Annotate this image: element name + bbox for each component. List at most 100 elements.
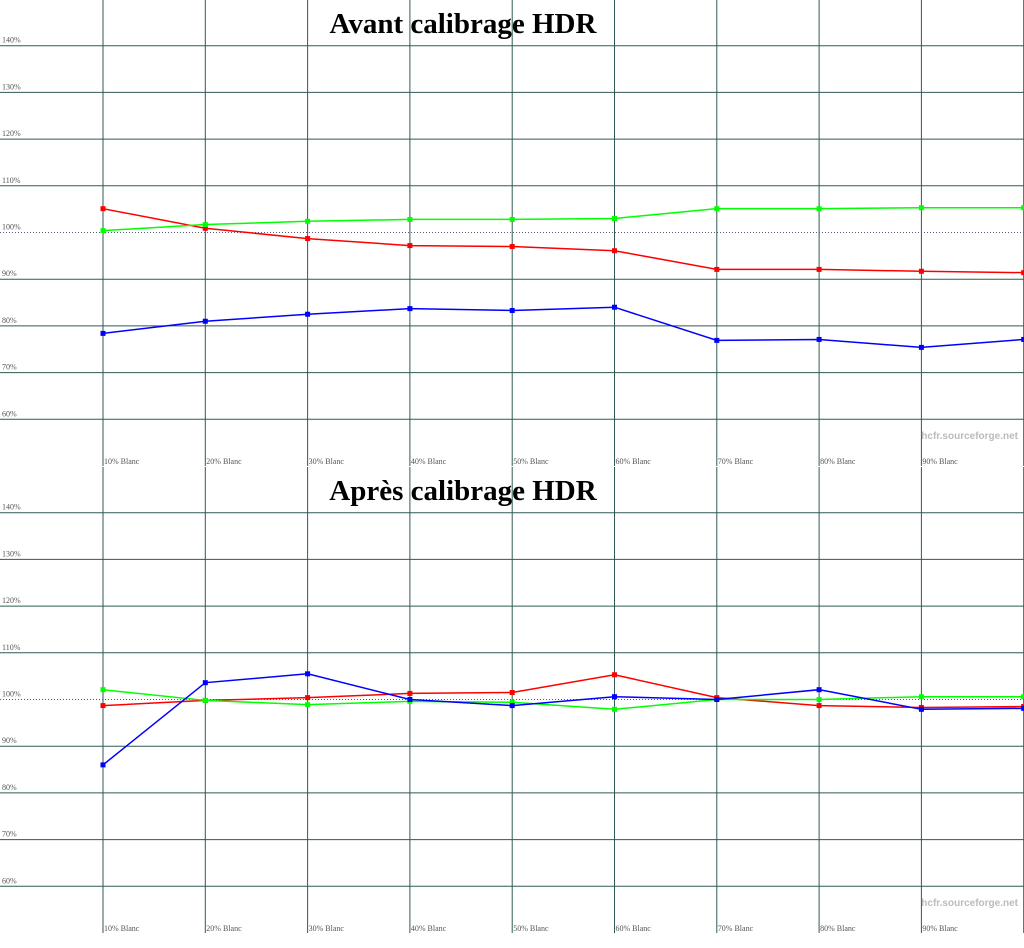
data-point	[918, 344, 924, 350]
x-tick-label: 20% Blanc	[206, 457, 242, 466]
data-point	[407, 216, 413, 222]
data-point	[1021, 705, 1024, 711]
data-point	[202, 318, 208, 324]
x-tick-label: 10% Blanc	[104, 924, 140, 933]
data-point	[509, 703, 515, 709]
y-tick-label: 60%	[2, 876, 17, 885]
y-tick-label: 110%	[2, 643, 21, 652]
data-point	[100, 330, 106, 336]
y-tick-label: 140%	[2, 503, 21, 512]
x-tick-label: 70% Blanc	[718, 924, 754, 933]
data-point	[100, 703, 106, 709]
data-point	[714, 337, 720, 343]
x-tick-label: 60% Blanc	[616, 924, 652, 933]
chart: 10% Blanc 20% Blanc 30% Blanc 40% Blanc 50% …	[0, 467, 1024, 933]
data-point	[407, 243, 413, 249]
data-point	[509, 216, 515, 222]
x-tick-label: 70% Blanc	[718, 457, 754, 466]
data-point	[816, 266, 822, 272]
watermark: hcfr.sourceforge.net	[921, 431, 1018, 442]
data-point	[509, 244, 515, 250]
x-tick-label: 30% Blanc	[309, 924, 345, 933]
data-point	[714, 266, 720, 272]
chart: 10% Blanc 20% Blanc 30% Blanc 40% Blanc 50% …	[0, 0, 1024, 466]
x-tick-label: 10% Blanc	[104, 457, 140, 466]
y-tick-label: 60%	[2, 409, 17, 418]
data-point	[1021, 205, 1024, 211]
y-tick-label: 100%	[2, 223, 21, 232]
data-point	[202, 225, 208, 231]
data-point	[100, 206, 106, 212]
data-point	[816, 703, 822, 709]
data-point	[202, 680, 208, 686]
data-point	[918, 706, 924, 712]
chart-title: Avant calibrage HDR	[330, 8, 598, 40]
x-tick-label: 20% Blanc	[206, 924, 242, 933]
x-tick-label: 90% Blanc	[922, 924, 958, 933]
data-point	[407, 697, 413, 702]
x-tick-label: 40% Blanc	[411, 457, 447, 466]
data-point	[612, 694, 617, 700]
data-point	[612, 248, 617, 254]
data-point	[407, 690, 413, 696]
data-point	[612, 706, 617, 712]
y-tick-label: 120%	[2, 129, 21, 138]
series-line	[102, 207, 1024, 274]
y-tick-label: 90%	[2, 736, 17, 745]
data-point	[305, 695, 311, 701]
y-tick-label: 100%	[2, 690, 21, 699]
y-tick-label: 130%	[2, 549, 21, 558]
data-point	[612, 215, 617, 221]
x-tick-label: 90% Blanc	[922, 457, 958, 466]
data-point	[100, 687, 106, 693]
series-line	[102, 688, 1024, 711]
data-point	[509, 689, 515, 695]
data-point	[305, 218, 311, 224]
y-tick-label: 120%	[2, 596, 21, 605]
data-point	[509, 307, 515, 313]
data-point	[918, 694, 924, 700]
x-tick-label: 50% Blanc	[513, 457, 549, 466]
x-tick-label: 80% Blanc	[820, 924, 856, 933]
data-point	[305, 311, 311, 317]
y-tick-label: 130%	[2, 82, 21, 91]
data-point	[816, 697, 822, 702]
data-point	[714, 697, 720, 702]
data-point	[407, 306, 413, 312]
x-tick-label: 40% Blanc	[411, 924, 447, 933]
data-point	[100, 228, 106, 234]
data-point	[305, 236, 311, 242]
series-line	[102, 673, 1024, 709]
data-point	[509, 699, 515, 705]
data-point	[202, 697, 208, 703]
data-point	[100, 762, 106, 768]
x-tick-label: 60% Blanc	[616, 457, 652, 466]
series-line	[102, 206, 1024, 232]
x-tick-label: 80% Blanc	[820, 457, 856, 466]
data-point	[1021, 694, 1024, 700]
y-tick-label: 140%	[2, 36, 21, 45]
y-tick-label: 90%	[2, 269, 17, 278]
data-point	[816, 206, 822, 212]
data-point	[202, 222, 208, 228]
y-tick-label: 80%	[2, 783, 17, 792]
data-point	[918, 268, 924, 274]
data-point	[612, 304, 617, 310]
y-tick-label: 70%	[2, 830, 17, 839]
data-point	[918, 205, 924, 211]
series-line	[102, 673, 1024, 766]
y-tick-label: 110%	[2, 176, 21, 185]
data-point	[816, 336, 822, 342]
data-point	[1021, 270, 1024, 276]
data-point	[816, 687, 822, 693]
y-tick-label: 80%	[2, 316, 17, 325]
y-tick-label: 70%	[2, 363, 17, 372]
chart-title: Après calibrage HDR	[329, 475, 597, 507]
data-point	[1021, 336, 1024, 342]
data-point	[305, 702, 311, 708]
data-point	[714, 206, 720, 212]
x-tick-label: 50% Blanc	[513, 924, 549, 933]
watermark: hcfr.sourceforge.net	[921, 898, 1018, 909]
series-line	[102, 306, 1024, 349]
